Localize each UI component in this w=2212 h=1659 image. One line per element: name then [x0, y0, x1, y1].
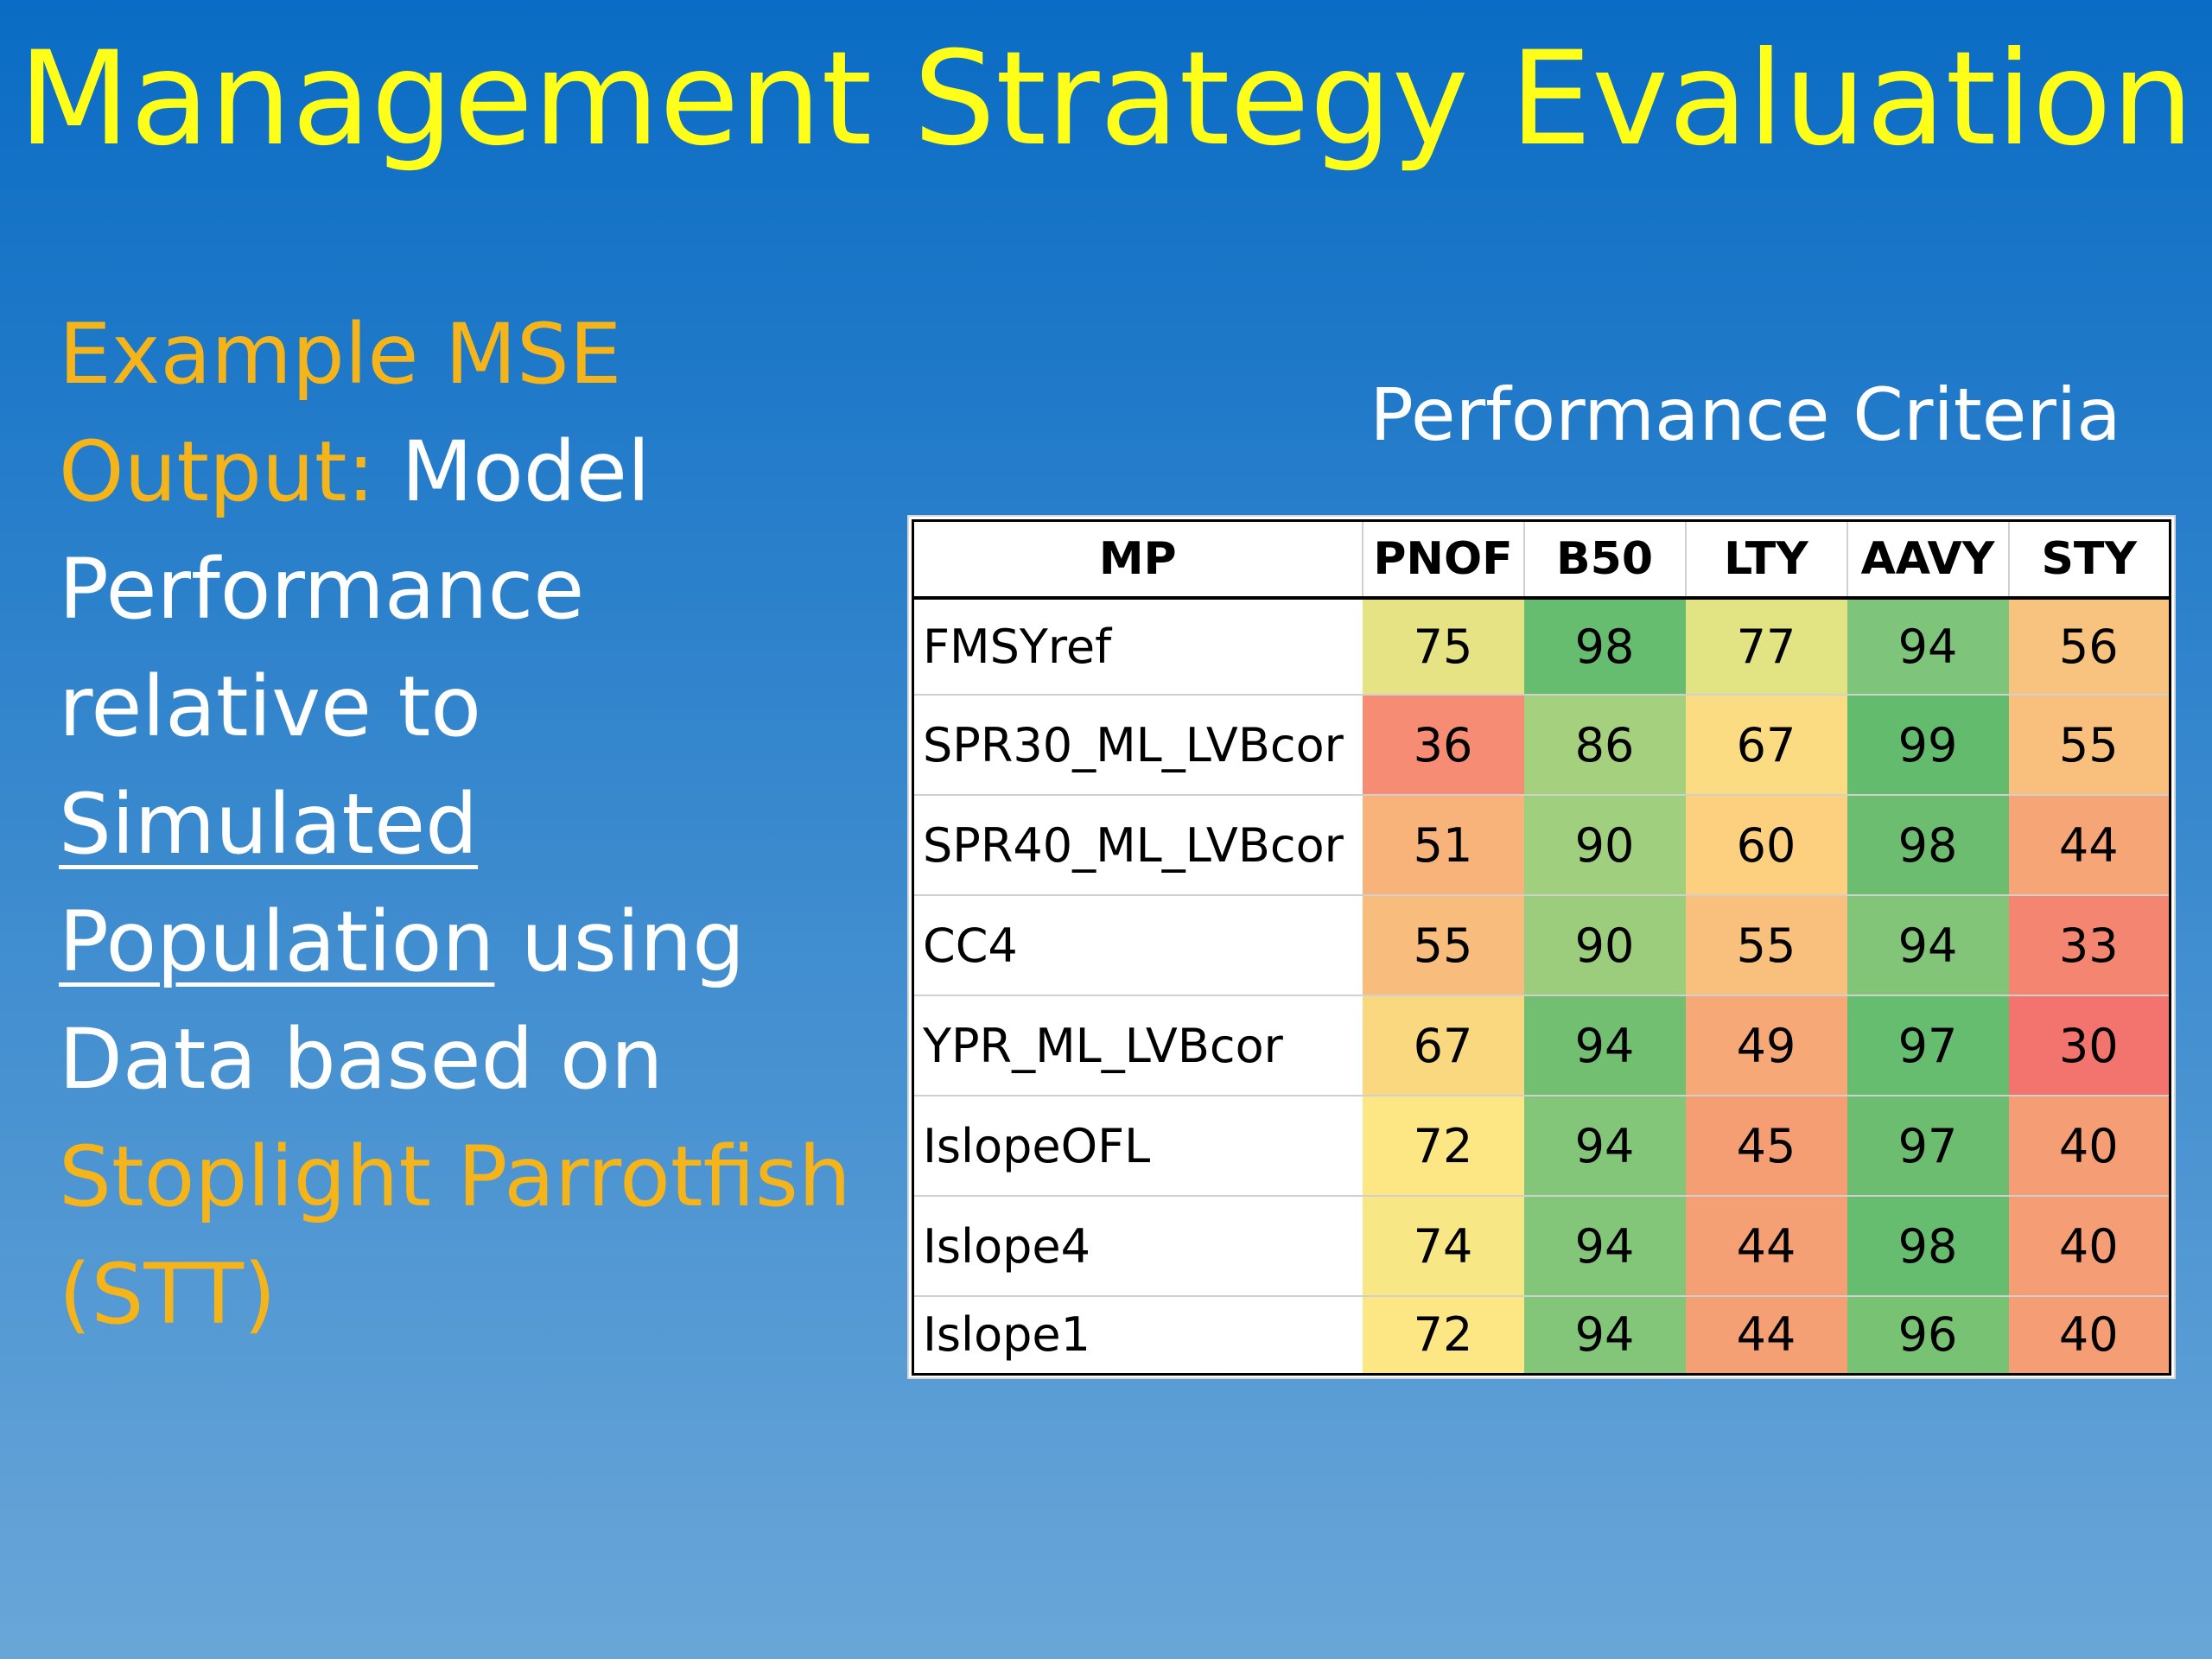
row-mp-name: SPR40_ML_LVBcor: [912, 795, 1363, 896]
desc-stoplight-parrotfish: Stoplight Parrotfish: [59, 1128, 851, 1225]
table-row: CC4 55 90 55 94 33: [912, 895, 2171, 996]
cell-aavy: 96: [1847, 1296, 2009, 1376]
desc-line-5: Simulated: [59, 766, 888, 883]
header-b50: B50: [1522, 519, 1686, 600]
performance-table: MP PNOF B50 LTY AAVY STY FMSYref 75 98 7…: [912, 519, 2171, 1376]
cell-sty: 44: [2008, 795, 2171, 896]
cell-lty: 60: [1685, 795, 1847, 896]
desc-using: using: [494, 893, 746, 990]
table-row: IslopeOFL 72 94 45 97 40: [912, 1096, 2171, 1197]
cell-lty: 44: [1685, 1196, 1847, 1297]
cell-sty: 56: [2008, 598, 2171, 696]
cell-aavy: 99: [1847, 695, 2009, 796]
desc-line-6: Population using: [59, 883, 888, 1001]
desc-stt: (STT): [59, 1246, 276, 1343]
row-mp-name: Islope4: [912, 1196, 1363, 1297]
header-aavy: AAVY: [1846, 519, 2009, 600]
cell-b50: 90: [1523, 895, 1686, 996]
cell-pnof: 67: [1362, 995, 1524, 1096]
desc-line-7: Data based on: [59, 1001, 888, 1118]
header-sty: STY: [2007, 519, 2171, 600]
header-mp: MP: [912, 519, 1363, 600]
cell-aavy: 98: [1847, 1196, 2009, 1297]
cell-sty: 40: [2008, 1096, 2171, 1197]
table-row: SPR30_ML_LVBcor 36 86 67 99 55: [912, 695, 2171, 796]
desc-performance: Performance: [59, 541, 585, 638]
table-row: YPR_ML_LVBcor 67 94 49 97 30: [912, 995, 2171, 1096]
cell-aavy: 98: [1847, 795, 2009, 896]
cell-b50: 94: [1523, 1096, 1686, 1197]
desc-line-1: Example MSE: [59, 296, 888, 413]
cell-aavy: 94: [1847, 598, 2009, 696]
table-row: SPR40_ML_LVBcor 51 90 60 98 44: [912, 795, 2171, 896]
desc-line-9: (STT): [59, 1236, 888, 1353]
cell-lty: 44: [1685, 1296, 1847, 1376]
cell-sty: 40: [2008, 1296, 2171, 1376]
desc-output: Output:: [59, 423, 375, 520]
cell-b50: 98: [1523, 598, 1686, 696]
desc-data-based-on: Data based on: [59, 1011, 664, 1108]
desc-model: Model: [374, 423, 651, 520]
cell-lty: 49: [1685, 995, 1847, 1096]
desc-relative-to: relative to: [59, 658, 481, 755]
cell-pnof: 55: [1362, 895, 1524, 996]
row-mp-name: SPR30_ML_LVBcor: [912, 695, 1363, 796]
row-mp-name: YPR_ML_LVBcor: [912, 995, 1363, 1096]
table-row: FMSYref 75 98 77 94 56: [912, 598, 2171, 696]
row-mp-name: Islope1: [912, 1296, 1363, 1376]
cell-b50: 90: [1523, 795, 1686, 896]
cell-aavy: 97: [1847, 1096, 2009, 1197]
cell-aavy: 94: [1847, 895, 2009, 996]
desc-population: Population: [59, 893, 495, 990]
desc-example-mse: Example MSE: [59, 306, 622, 403]
row-mp-name: IslopeOFL: [912, 1096, 1363, 1197]
performance-criteria-title: Performance Criteria: [1370, 372, 2121, 457]
slide-title: Management Strategy Evaluation: [18, 24, 2194, 175]
table-row: Islope1 72 94 44 96 40: [912, 1296, 2171, 1376]
row-mp-name: FMSYref: [912, 598, 1363, 696]
cell-b50: 94: [1523, 995, 1686, 1096]
cell-sty: 40: [2008, 1196, 2171, 1297]
cell-pnof: 74: [1362, 1196, 1524, 1297]
cell-pnof: 72: [1362, 1096, 1524, 1197]
table-row: Islope4 74 94 44 98 40: [912, 1196, 2171, 1297]
cell-b50: 94: [1523, 1296, 1686, 1376]
cell-sty: 33: [2008, 895, 2171, 996]
cell-b50: 86: [1523, 695, 1686, 796]
cell-sty: 30: [2008, 995, 2171, 1096]
desc-line-4: relative to: [59, 648, 888, 766]
cell-lty: 77: [1685, 598, 1847, 696]
cell-pnof: 75: [1362, 598, 1524, 696]
desc-line-3: Performance: [59, 531, 888, 648]
desc-line-2: Output: Model: [59, 413, 888, 531]
row-mp-name: CC4: [912, 895, 1363, 996]
desc-line-8: Stoplight Parrotfish: [59, 1118, 888, 1236]
performance-table-container: MP PNOF B50 LTY AAVY STY FMSYref 75 98 7…: [907, 515, 2176, 1379]
cell-lty: 55: [1685, 895, 1847, 996]
cell-lty: 67: [1685, 695, 1847, 796]
cell-aavy: 97: [1847, 995, 2009, 1096]
header-lty: LTY: [1684, 519, 1847, 600]
cell-lty: 45: [1685, 1096, 1847, 1197]
desc-simulated: Simulated: [59, 776, 479, 873]
cell-sty: 55: [2008, 695, 2171, 796]
cell-pnof: 51: [1362, 795, 1524, 896]
table-header-row: MP PNOF B50 LTY AAVY STY: [912, 519, 2171, 600]
header-pnof: PNOF: [1361, 519, 1524, 600]
cell-b50: 94: [1523, 1196, 1686, 1297]
slide-description: Example MSE Output: Model Performance re…: [59, 296, 888, 1353]
cell-pnof: 72: [1362, 1296, 1524, 1376]
cell-pnof: 36: [1362, 695, 1524, 796]
